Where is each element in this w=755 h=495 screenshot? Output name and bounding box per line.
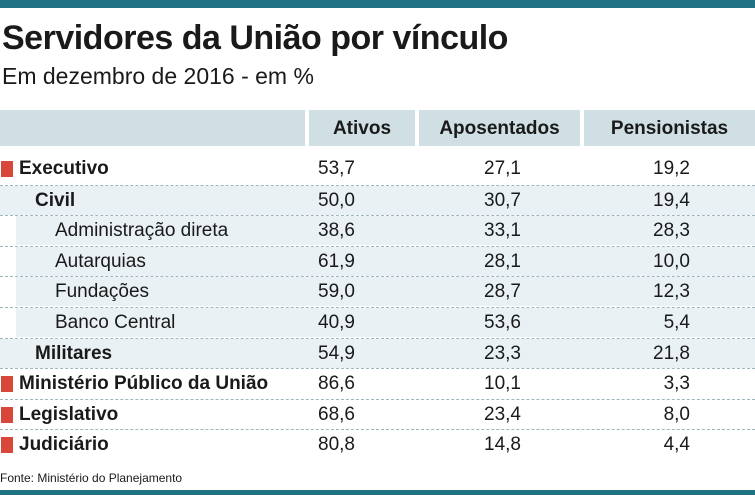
chart-title: Servidores da União por vínculo <box>2 19 508 57</box>
cell-value: 3,3 <box>663 373 690 395</box>
table-row: Militares 54,9 23,3 21,8 <box>0 337 755 368</box>
cell-value: 23,3 <box>484 342 521 364</box>
header-label-cell <box>0 110 305 146</box>
cell-value: 68,6 <box>318 403 355 425</box>
table-row: Judiciário 80,8 14,8 4,4 <box>0 429 755 459</box>
cell-value: 5,4 <box>663 312 690 333</box>
row-label: Fundações <box>55 281 150 303</box>
row-shade <box>16 216 755 246</box>
cell-value: 61,9 <box>318 250 355 272</box>
cell-value: 19,2 <box>653 158 690 179</box>
top-rule <box>0 0 755 8</box>
table-row: Autarquias 61,9 28,1 10,0 <box>0 245 755 276</box>
cell-value: 14,8 <box>484 434 521 456</box>
cell-value: 10,1 <box>484 373 521 395</box>
row-label: Autarquias <box>55 250 146 272</box>
cell-value: 23,4 <box>484 403 521 425</box>
row-label: Civil <box>35 189 76 211</box>
table-row: Legislativo 68,6 23,4 8,0 <box>0 398 755 429</box>
row-label: Administração direta <box>55 220 229 242</box>
cell-value: 4,4 <box>663 434 690 456</box>
cell-value: 50,0 <box>318 189 355 211</box>
cell-value: 53,6 <box>484 312 521 333</box>
row-shade <box>16 308 755 337</box>
table-row: Ministério Público da União 86,6 10,1 3,3 <box>0 368 755 398</box>
cell-value: 10,0 <box>653 250 690 272</box>
row-shade <box>0 338 755 368</box>
table-row: Executivo 53,7 27,1 19,2 <box>0 154 755 184</box>
cell-value: 27,1 <box>484 158 521 179</box>
source-note: Fonte: Ministério do Planejamento <box>0 471 183 485</box>
cell-value: 86,6 <box>318 373 355 395</box>
column-header-aposentados: Aposentados <box>419 110 580 146</box>
cell-value: 28,3 <box>653 220 690 242</box>
table-row: Civil 50,0 30,7 19,4 <box>0 184 755 215</box>
category-bullet-icon <box>1 161 13 177</box>
table-row: Banco Central 40,9 53,6 5,4 <box>0 307 755 337</box>
category-bullet-icon <box>1 406 13 423</box>
row-shade <box>16 246 755 276</box>
cell-value: 8,0 <box>663 403 690 425</box>
cell-value: 28,7 <box>484 281 521 303</box>
category-bullet-icon <box>1 437 13 454</box>
cell-value: 38,6 <box>318 220 355 242</box>
column-header-pensionistas: Pensionistas <box>584 110 755 146</box>
cell-value: 21,8 <box>653 342 690 364</box>
chart-subtitle: Em dezembro de 2016 - em % <box>2 63 314 89</box>
row-label: Banco Central <box>55 312 176 333</box>
row-shade <box>16 277 755 307</box>
cell-value: 54,9 <box>318 342 355 364</box>
row-label: Executivo <box>19 158 109 179</box>
category-bullet-icon <box>1 376 13 393</box>
cell-value: 30,7 <box>484 189 521 211</box>
cell-value: 28,1 <box>484 250 521 272</box>
table-row: Fundações 59,0 28,7 12,3 <box>0 276 755 307</box>
cell-value: 59,0 <box>318 281 355 303</box>
row-label: Legislativo <box>19 403 119 425</box>
column-header-ativos: Ativos <box>309 110 415 146</box>
cell-value: 19,4 <box>653 189 690 211</box>
cell-value: 33,1 <box>484 220 521 242</box>
row-shade <box>0 185 755 215</box>
cell-value: 53,7 <box>318 158 355 179</box>
cell-value: 80,8 <box>318 434 355 456</box>
bottom-rule <box>0 490 755 495</box>
cell-value: 40,9 <box>318 312 355 333</box>
row-label: Ministério Público da União <box>19 373 269 395</box>
cell-value: 12,3 <box>653 281 690 303</box>
table-row: Administração direta 38,6 33,1 28,3 <box>0 215 755 246</box>
row-label: Militares <box>35 342 113 364</box>
row-label: Judiciário <box>19 434 109 456</box>
